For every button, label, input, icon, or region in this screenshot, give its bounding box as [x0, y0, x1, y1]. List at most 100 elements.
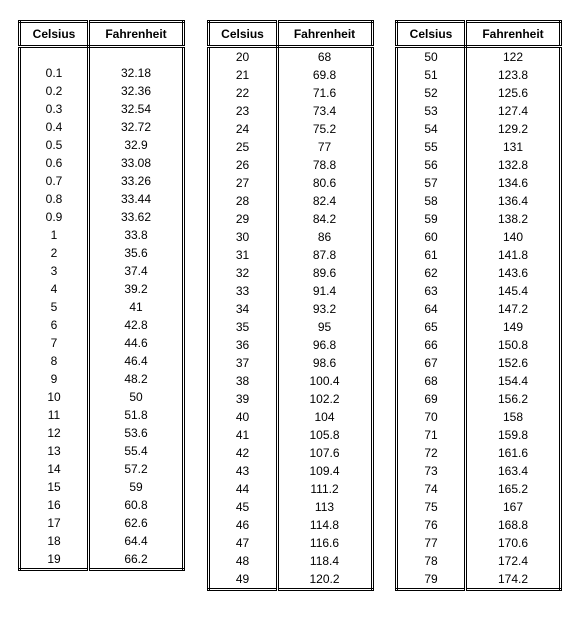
celsius-cell: 19: [20, 550, 89, 570]
fahrenheit-cell: 170.6: [466, 534, 561, 552]
table-row: 1966.2: [20, 550, 184, 570]
conversion-table-3-body: 5012251123.852125.653127.454129.25513156…: [397, 47, 561, 590]
celsius-cell: 70: [397, 408, 466, 426]
table-row: 0.833.44: [20, 190, 184, 208]
table-row: 2882.4: [208, 192, 372, 210]
celsius-cell: 18: [20, 532, 89, 550]
table-row: 72161.6: [397, 444, 561, 462]
fahrenheit-cell: 35.6: [89, 244, 184, 262]
fahrenheit-cell: 145.4: [466, 282, 561, 300]
celsius-cell: 35: [208, 318, 277, 336]
fahrenheit-cell: 129.2: [466, 120, 561, 138]
celsius-cell: 71: [397, 426, 466, 444]
fahrenheit-cell: 55.4: [89, 442, 184, 460]
table-row: 48118.4: [208, 552, 372, 570]
celsius-cell: 67: [397, 354, 466, 372]
table-row: 2780.6: [208, 174, 372, 192]
fahrenheit-cell: 77: [277, 138, 372, 156]
table-row: 58136.4: [397, 192, 561, 210]
fahrenheit-cell: 159.8: [466, 426, 561, 444]
fahrenheit-cell: 140: [466, 228, 561, 246]
table-row: 44111.2: [208, 480, 372, 498]
table-row: 846.4: [20, 352, 184, 370]
table-row: 2577: [208, 138, 372, 156]
celsius-cell: 0.1: [20, 64, 89, 82]
table-row: 73163.4: [397, 462, 561, 480]
fahrenheit-cell: 82.4: [277, 192, 372, 210]
header-celsius: Celsius: [20, 22, 89, 47]
fahrenheit-cell: 46.4: [89, 352, 184, 370]
table-row: 2678.8: [208, 156, 372, 174]
table-row: 642.8: [20, 316, 184, 334]
fahrenheit-cell: 125.6: [466, 84, 561, 102]
header-celsius: Celsius: [397, 22, 466, 47]
celsius-cell: 36: [208, 336, 277, 354]
celsius-cell: 43: [208, 462, 277, 480]
fahrenheit-cell: 69.8: [277, 66, 372, 84]
table-row: 78172.4: [397, 552, 561, 570]
celsius-cell: 5: [20, 298, 89, 316]
fahrenheit-cell: 60.8: [89, 496, 184, 514]
fahrenheit-cell: 84.2: [277, 210, 372, 228]
celsius-cell: 0.5: [20, 136, 89, 154]
table-row: 2984.2: [208, 210, 372, 228]
table-row: 0.232.36: [20, 82, 184, 100]
fahrenheit-cell: 32.18: [89, 64, 184, 82]
table-row: 0.332.54: [20, 100, 184, 118]
table-row: 70158: [397, 408, 561, 426]
fahrenheit-cell: 154.4: [466, 372, 561, 390]
table-row: 39102.2: [208, 390, 372, 408]
celsius-cell: 8: [20, 352, 89, 370]
table-row: 60140: [397, 228, 561, 246]
table-row: 59138.2: [397, 210, 561, 228]
fahrenheit-cell: 105.8: [277, 426, 372, 444]
fahrenheit-cell: 163.4: [466, 462, 561, 480]
fahrenheit-cell: 95: [277, 318, 372, 336]
table-row: 52125.6: [397, 84, 561, 102]
fahrenheit-cell: 75.2: [277, 120, 372, 138]
celsius-cell: 26: [208, 156, 277, 174]
fahrenheit-cell: 48.2: [89, 370, 184, 388]
celsius-cell: 76: [397, 516, 466, 534]
table-row: 76168.8: [397, 516, 561, 534]
celsius-cell: 39: [208, 390, 277, 408]
celsius-cell: 37: [208, 354, 277, 372]
fahrenheit-cell: 93.2: [277, 300, 372, 318]
fahrenheit-cell: 172.4: [466, 552, 561, 570]
fahrenheit-cell: 71.6: [277, 84, 372, 102]
fahrenheit-cell: 161.6: [466, 444, 561, 462]
celsius-cell: 74: [397, 480, 466, 498]
celsius-cell: 30: [208, 228, 277, 246]
fahrenheit-cell: 174.2: [466, 570, 561, 590]
table-row: 1355.4: [20, 442, 184, 460]
celsius-cell: 0.2: [20, 82, 89, 100]
fahrenheit-cell: 33.44: [89, 190, 184, 208]
fahrenheit-cell: 120.2: [277, 570, 372, 590]
table-row: 2068: [208, 47, 372, 67]
celsius-cell: 34: [208, 300, 277, 318]
table-row: 744.6: [20, 334, 184, 352]
celsius-cell: 75: [397, 498, 466, 516]
fahrenheit-cell: 113: [277, 498, 372, 516]
fahrenheit-cell: 122: [466, 47, 561, 67]
celsius-cell: 60: [397, 228, 466, 246]
fahrenheit-cell: 149: [466, 318, 561, 336]
fahrenheit-cell: 138.2: [466, 210, 561, 228]
table-row: 1151.8: [20, 406, 184, 424]
fahrenheit-cell: 141.8: [466, 246, 561, 264]
fahrenheit-cell: 143.6: [466, 264, 561, 282]
celsius-cell: 73: [397, 462, 466, 480]
celsius-cell: 50: [397, 47, 466, 67]
fahrenheit-cell: 59: [89, 478, 184, 496]
celsius-cell: 77: [397, 534, 466, 552]
table-row: 3289.6: [208, 264, 372, 282]
fahrenheit-cell: 32.54: [89, 100, 184, 118]
celsius-cell: 28: [208, 192, 277, 210]
fahrenheit-cell: 109.4: [277, 462, 372, 480]
celsius-cell: 56: [397, 156, 466, 174]
celsius-cell: 0.9: [20, 208, 89, 226]
table-row: 68154.4: [397, 372, 561, 390]
celsius-cell: 25: [208, 138, 277, 156]
fahrenheit-cell: 32.9: [89, 136, 184, 154]
fahrenheit-cell: 66.2: [89, 550, 184, 570]
